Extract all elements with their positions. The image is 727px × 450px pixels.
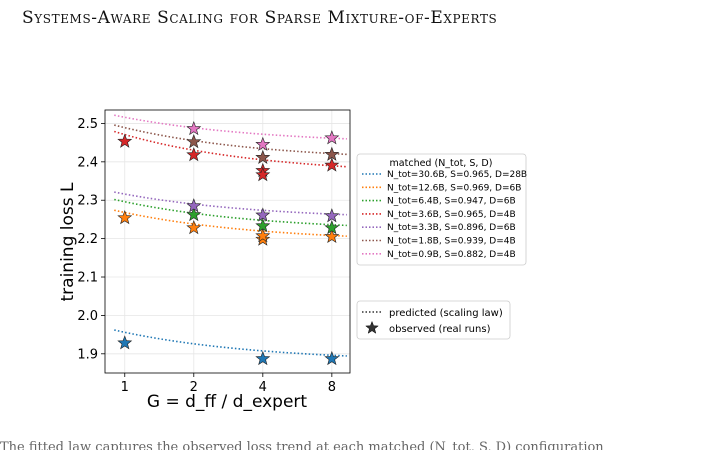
fit-line-6 <box>114 124 347 156</box>
y-tick-label: 2.1 <box>77 271 98 286</box>
legend-main-frame <box>356 153 527 266</box>
observed-star-point <box>324 130 340 145</box>
legend-observed-marker <box>365 320 379 334</box>
legend-style-frame <box>356 300 511 340</box>
cut-off-body-text: The fitted law captures the observed los… <box>0 440 604 450</box>
observed-star-point <box>324 157 340 172</box>
y-tick-label: 2.4 <box>77 155 98 170</box>
x-tick-label: 4 <box>259 380 267 395</box>
observed-star-point <box>186 134 202 149</box>
x-axis-label: G = d_ff / d_expert <box>147 392 308 412</box>
observed-star-point <box>255 228 271 243</box>
legend-entry-label: N_tot=3.6B, S=0.965, D=4B <box>387 210 516 220</box>
observed-star-point <box>255 136 271 151</box>
legend-predicted-label: predicted (scaling law) <box>389 308 503 319</box>
y-tick-label: 2.0 <box>77 309 98 324</box>
legend-entry-label: N_tot=1.8B, S=0.939, D=4B <box>387 237 516 247</box>
legend-observed-label: observed (real runs) <box>389 324 491 335</box>
legend-style: predicted (scaling law) observed (real r… <box>356 300 511 340</box>
y-tick-label: 2.3 <box>77 194 98 209</box>
fit-lines <box>114 114 347 357</box>
y-tick-label: 2.5 <box>77 117 98 132</box>
y-ticks: 1.9 2.0 2.1 2.2 2.3 2.4 2.5 <box>77 117 105 362</box>
fit-line-3 <box>114 198 347 227</box>
legend-main: matched (N_tot, S, D) N_tot=30.6B, S=0.9… <box>356 153 527 266</box>
legend-entry-label: N_tot=0.9B, S=0.882, D=4B <box>387 250 516 260</box>
observed-star-point <box>255 149 271 164</box>
grid <box>105 110 350 373</box>
observed-star-point <box>186 147 202 162</box>
legend-entry-label: N_tot=30.6B, S=0.965, D=28B <box>387 170 527 180</box>
fit-line-4 <box>114 130 347 168</box>
observed-star-point <box>324 208 340 223</box>
observed-star-point <box>117 133 133 148</box>
observed-star-point <box>324 220 340 235</box>
y-axis-label: training loss L <box>58 182 78 302</box>
observed-star-point <box>117 335 133 350</box>
observed-star-point <box>324 350 340 366</box>
fit-line-2 <box>114 209 347 237</box>
y-tick-label: 2.2 <box>77 232 98 247</box>
observed-points <box>117 120 340 366</box>
observed-star-point <box>186 206 202 222</box>
x-tick-label: 2 <box>190 380 198 395</box>
observed-star-point <box>186 120 202 136</box>
legend-entry-label: N_tot=3.3B, S=0.896, D=6B <box>387 223 516 233</box>
observed-star-point <box>117 210 133 225</box>
fit-line-1 <box>114 329 347 357</box>
observed-star-point <box>186 220 202 235</box>
observed-star-point <box>255 218 271 233</box>
x-tick-label: 8 <box>328 380 336 395</box>
fit-line-7 <box>114 114 347 140</box>
legend-entry-label: N_tot=12.6B, S=0.969, D=6B <box>387 183 521 193</box>
page-header: Systems-Aware Scaling for Sparse Mixture… <box>22 8 498 28</box>
observed-star-point <box>255 207 271 222</box>
legend-title: matched (N_tot, S, D) <box>390 158 493 169</box>
legend-entry-label: N_tot=6.4B, S=0.947, D=6B <box>387 197 516 207</box>
plot-frame <box>104 109 351 374</box>
legend-entries: N_tot=30.6B, S=0.965, D=28B N_tot=12.6B, … <box>362 170 527 260</box>
x-ticks: 1 2 4 8 <box>121 373 336 395</box>
fit-line-5 <box>114 191 347 216</box>
x-tick-label: 1 <box>121 380 129 395</box>
y-tick-label: 1.9 <box>77 347 98 362</box>
observed-star-point <box>255 350 271 366</box>
observed-star-point <box>255 167 271 182</box>
observed-star-point <box>186 198 202 213</box>
observed-star-point <box>324 146 340 161</box>
observed-star-point <box>324 228 340 244</box>
